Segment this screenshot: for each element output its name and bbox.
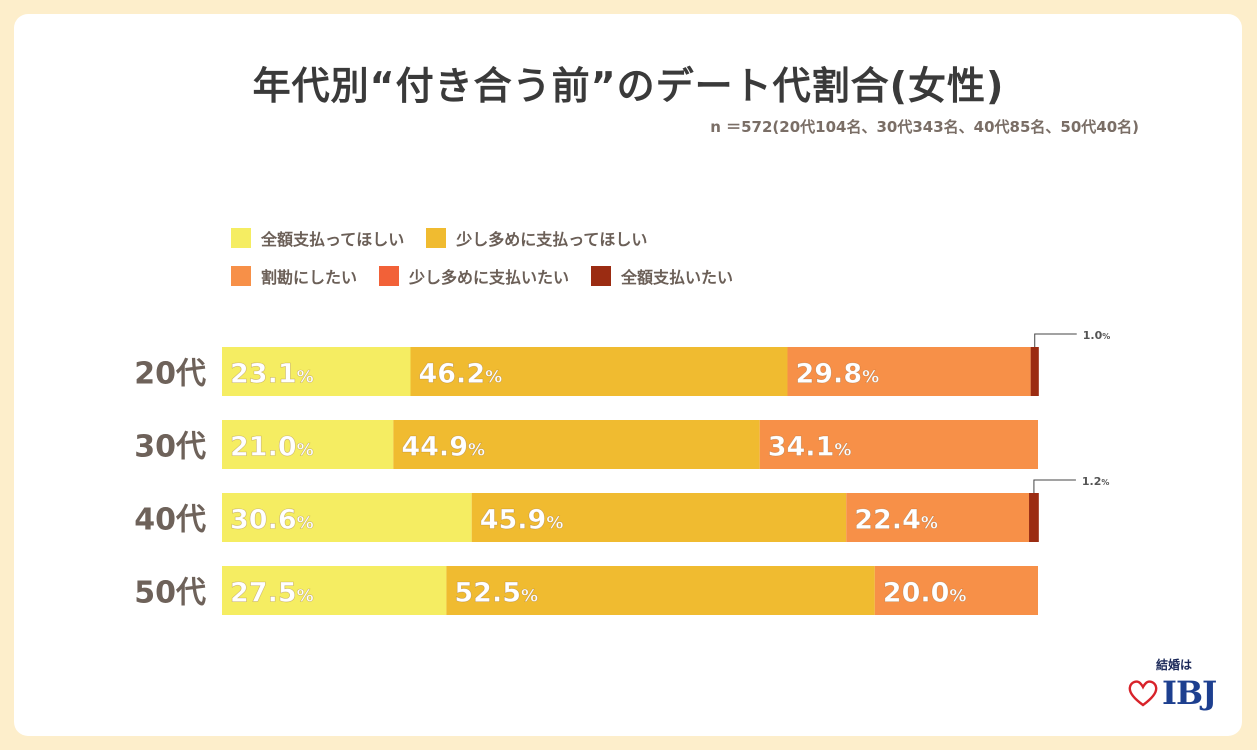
legend-label: 全額支払ってほしい — [261, 230, 405, 249]
bar-full-pay-by-partner-0 — [222, 347, 411, 396]
ibj-logo: 結婚は IBJ — [1128, 656, 1218, 720]
data-label-partner-pays-more-3: 52.5% — [454, 578, 538, 609]
category-label-0: 20代 — [134, 357, 206, 392]
legend-label: 全額支払いたい — [621, 268, 734, 287]
legend-label: 少し多めに支払いたい — [409, 268, 570, 287]
bar-split-evenly-1 — [759, 420, 1038, 469]
legend-swatch — [591, 266, 612, 286]
bar-split-evenly-0 — [787, 347, 1031, 396]
legend-row-1: 全額支払ってほしい 少し多めに支払ってほしい — [231, 226, 669, 250]
bar-split-evenly-3 — [874, 566, 1038, 615]
category-label-2: 40代 — [134, 503, 206, 538]
legend-row-2: 割勘にしたい 少し多めに支払いたい 全額支払いたい — [231, 264, 755, 288]
data-label-full-pay-by-partner-1: 21.0% — [230, 432, 314, 463]
callout-line-2 — [1033, 479, 1076, 493]
bar-full-pay-by-partner-2 — [222, 493, 472, 542]
legend-item-partner-pays-more: 少し多めに支払ってほしい — [426, 226, 647, 250]
legend-item-self-pays-more: 少し多めに支払いたい — [379, 264, 569, 288]
legend-label: 割勘にしたい — [261, 268, 358, 287]
sample-size-note: n ＝572(20代104名、30代343名、40代85名、50代40名) — [710, 118, 1139, 136]
callout-label-self-pays-full-2: 1.2% — [1082, 475, 1110, 488]
bar-split-evenly-2 — [846, 493, 1030, 542]
legend-item-split-evenly: 割勘にしたい — [231, 264, 357, 288]
bar-partner-pays-more-1 — [393, 420, 760, 469]
category-label-3: 50代 — [134, 576, 206, 611]
data-label-partner-pays-more-0: 46.2% — [418, 359, 502, 390]
bar-self-pays-full-2 — [1029, 493, 1039, 542]
data-label-partner-pays-more-2: 45.9% — [480, 505, 564, 536]
legend-swatch — [231, 228, 251, 248]
data-label-split-evenly-1: 34.1% — [768, 432, 852, 463]
bar-partner-pays-more-2 — [471, 493, 847, 542]
legend-item-full-pay-by-partner: 全額支払ってほしい — [231, 226, 404, 250]
category-label-1: 30代 — [134, 430, 206, 465]
logo-text: IBJ — [1162, 674, 1217, 712]
data-label-partner-pays-more-1: 44.9% — [401, 432, 485, 463]
data-label-full-pay-by-partner-2: 30.6% — [230, 505, 314, 536]
logo-main: IBJ — [1128, 674, 1217, 712]
logo-tagline: 結婚は — [1156, 658, 1193, 672]
data-label-full-pay-by-partner-0: 23.1% — [230, 359, 314, 390]
callout-label-self-pays-full-0: 1.0% — [1083, 329, 1111, 342]
data-label-split-evenly-0: 29.8% — [795, 359, 879, 390]
bar-self-pays-full-0 — [1030, 347, 1039, 396]
legend-swatch — [231, 266, 251, 286]
bar-partner-pays-more-3 — [446, 566, 875, 615]
legend-item-self-pays-full: 全額支払いたい — [591, 264, 733, 288]
legend-label: 少し多めに支払ってほしい — [456, 230, 648, 249]
bar-partner-pays-more-0 — [410, 347, 788, 396]
bar-full-pay-by-partner-1 — [222, 420, 394, 469]
bar-full-pay-by-partner-3 — [222, 566, 447, 615]
legend-swatch — [426, 228, 447, 248]
data-label-split-evenly-3: 20.0% — [883, 578, 967, 609]
heart-icon — [1128, 680, 1158, 707]
callout-line-0 — [1034, 333, 1077, 347]
chart-title: 年代別“付き合う前”のデート代割合(女性) — [252, 64, 1005, 108]
legend-swatch — [379, 266, 400, 286]
data-label-split-evenly-2: 22.4% — [854, 505, 938, 536]
data-label-full-pay-by-partner-3: 27.5% — [230, 578, 314, 609]
